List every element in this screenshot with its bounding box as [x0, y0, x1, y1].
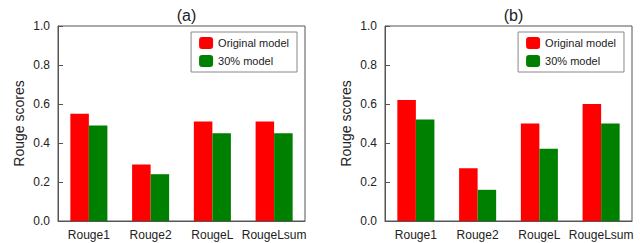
svg-text:(a): (a): [177, 7, 197, 24]
svg-text:0.8: 0.8: [33, 58, 50, 72]
svg-text:Original model: Original model: [545, 37, 616, 49]
svg-text:Original model: Original model: [218, 37, 289, 49]
svg-text:0.8: 0.8: [360, 58, 377, 72]
svg-text:RougeL: RougeL: [518, 228, 560, 242]
svg-text:Rouge1: Rouge1: [395, 228, 437, 242]
svg-text:0.6: 0.6: [33, 97, 50, 111]
svg-text:Rouge1: Rouge1: [68, 228, 110, 242]
svg-text:30% model: 30% model: [218, 55, 273, 67]
svg-text:0.4: 0.4: [33, 136, 50, 150]
svg-text:Rouge scores: Rouge scores: [11, 80, 27, 166]
svg-text:0.2: 0.2: [360, 175, 377, 189]
svg-text:Rouge2: Rouge2: [457, 228, 499, 242]
svg-text:(b): (b): [504, 7, 524, 24]
svg-text:30% model: 30% model: [545, 55, 600, 67]
svg-text:1.0: 1.0: [360, 19, 377, 33]
svg-text:RougeL: RougeL: [191, 228, 233, 242]
svg-text:1.0: 1.0: [33, 19, 50, 33]
svg-text:0.0: 0.0: [360, 214, 377, 228]
svg-text:0.0: 0.0: [33, 214, 50, 228]
svg-text:0.4: 0.4: [360, 136, 377, 150]
svg-text:0.6: 0.6: [360, 97, 377, 111]
svg-text:Rouge scores: Rouge scores: [338, 80, 354, 166]
svg-text:RougeLsum: RougeLsum: [569, 228, 634, 242]
svg-text:RougeLsum: RougeLsum: [242, 228, 307, 242]
svg-text:Rouge2: Rouge2: [130, 228, 172, 242]
svg-text:0.2: 0.2: [33, 175, 50, 189]
